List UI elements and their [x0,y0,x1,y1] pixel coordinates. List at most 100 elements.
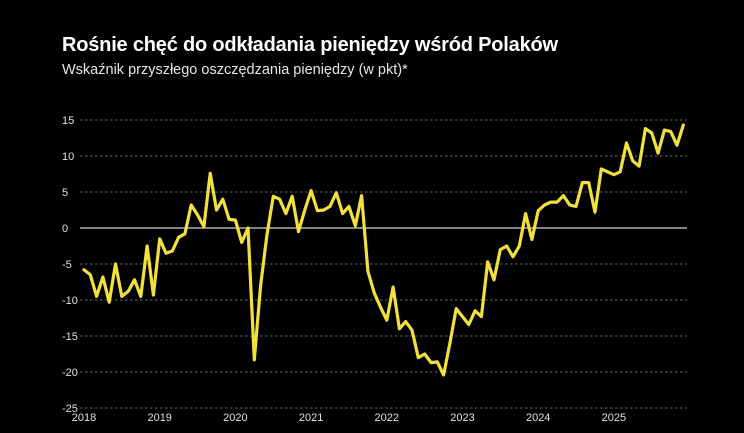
data-point [625,141,628,144]
data-point [253,358,256,361]
y-tick-label: -5 [62,259,72,271]
data-point [644,127,647,130]
data-point [89,273,92,276]
x-tick-label: 2021 [299,412,323,424]
x-tick-label: 2019 [147,412,171,424]
data-point [429,361,432,364]
data-point [593,211,596,214]
data-point [518,244,521,247]
data-point [152,293,155,296]
data-point [366,270,369,273]
data-point [297,230,300,233]
data-point [442,373,445,376]
data-point [272,195,275,198]
data-point [486,260,489,263]
grid [80,119,687,409]
chart-title: Rośnie chęć do odkładania pieniędzy wśró… [62,34,558,56]
data-point [246,226,249,229]
x-axis: 2018 2019 2020 2021 2022 2023 2024 2025 [72,412,626,424]
y-tick-label: 10 [62,151,74,163]
data-point [215,208,218,211]
data-point [114,262,117,265]
data-point [310,189,313,192]
data-point [619,170,622,173]
data-point [499,248,502,251]
data-point [158,237,161,240]
data-point [265,234,268,237]
x-tick-label: 2025 [602,412,626,424]
data-point [423,352,426,355]
data-point [410,329,413,332]
data-point [177,236,180,239]
data-point [164,252,167,255]
data-point [480,315,483,318]
data-point [354,224,357,227]
data-point [171,249,174,252]
data-point [373,291,376,294]
x-tick-label: 2020 [223,412,247,424]
data-point [385,319,388,322]
data-point [316,209,319,212]
y-tick-label: -15 [62,331,78,343]
data-point [392,285,395,288]
data-point [543,203,546,206]
data-point [145,244,148,247]
y-tick-label: -25 [62,403,78,415]
data-point [202,225,205,228]
data-point [568,203,571,206]
data-point [190,203,193,206]
data-point [556,200,559,203]
data-point [574,205,577,208]
data-point [505,244,508,247]
data-point [398,327,401,330]
data-point [240,241,243,244]
data-point [587,181,590,184]
data-point [461,315,464,318]
data-point [209,172,212,175]
data-point [133,278,136,281]
data-point [303,208,306,211]
y-tick-label: -10 [62,295,78,307]
data-point [221,198,224,201]
data-point [360,194,363,197]
data-point [341,212,344,215]
data-point [600,167,603,170]
x-tick-label: 2018 [72,412,96,424]
data-point [474,309,477,312]
data-point [663,128,666,131]
data-point [227,218,230,221]
y-tick-label: -20 [62,367,78,379]
x-tick-label: 2022 [375,412,399,424]
data-point [606,170,609,173]
data-point [335,191,338,194]
data-point [656,152,659,155]
data-point [101,275,104,278]
data-point [467,323,470,326]
y-axis: 15 10 5 0 -5 -10 -15 -20 -25 [62,115,78,415]
data-point [537,209,540,212]
data-point [448,342,451,345]
chart-subtitle: Wskaźnik przyszłego oszczędzania pienięd… [62,62,408,78]
data-point [347,205,350,208]
data-point [234,218,237,221]
data-point [669,130,672,133]
y-tick-label: 0 [62,223,68,235]
data-point [95,295,98,298]
data-point [278,198,281,201]
x-tick-label: 2023 [450,412,474,424]
series [82,123,685,377]
data-point [436,360,439,363]
x-tick-label: 2024 [526,412,550,424]
data-point [638,164,641,167]
data-point [650,131,653,134]
data-point [379,306,382,309]
y-tick-label: 5 [62,187,68,199]
data-point [549,200,552,203]
data-point [120,295,123,298]
data-point [581,181,584,184]
data-point [682,123,685,126]
data-point [284,212,287,215]
data-point [259,284,262,287]
data-point [328,205,331,208]
